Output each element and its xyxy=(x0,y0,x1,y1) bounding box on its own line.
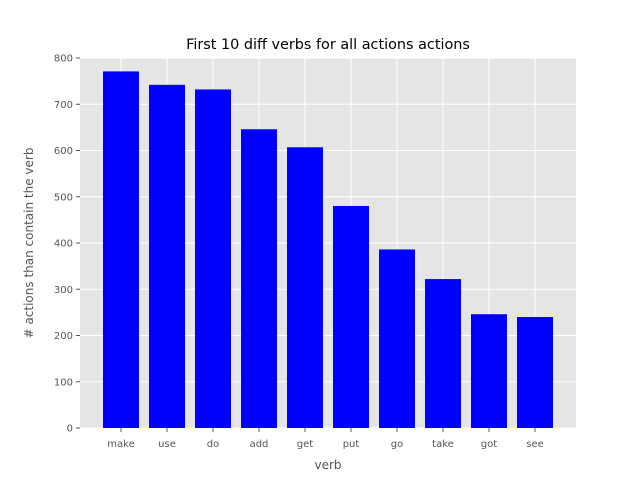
bar-do xyxy=(195,89,231,428)
x-tick-label: use xyxy=(158,439,176,450)
x-tick-label: see xyxy=(526,439,544,450)
bar-add xyxy=(241,129,277,428)
y-tick-label: 800 xyxy=(54,54,73,65)
y-axis-ticks: 0 100 200 300 400 500 600 700 800 xyxy=(54,54,80,435)
x-tick-label: make xyxy=(107,439,134,450)
chart-title: First 10 diff verbs for all actions acti… xyxy=(186,37,470,53)
y-tick-label: 500 xyxy=(54,192,73,203)
y-tick-label: 300 xyxy=(54,285,73,296)
bar-take xyxy=(425,279,461,428)
bar-go xyxy=(379,249,415,428)
bar-use xyxy=(149,84,185,428)
y-axis-label: # actions than contain the verb xyxy=(22,148,36,339)
x-axis-label: verb xyxy=(314,458,341,472)
bars xyxy=(103,71,553,428)
y-tick-label: 400 xyxy=(54,239,73,250)
x-tick-label: go xyxy=(391,439,403,450)
x-tick-label: get xyxy=(297,439,314,450)
x-tick-label: do xyxy=(207,439,219,450)
x-tick-label: take xyxy=(432,439,454,450)
y-tick-label: 700 xyxy=(54,100,73,111)
y-tick-label: 0 xyxy=(67,424,73,435)
bar-get xyxy=(287,147,323,428)
bar-got xyxy=(471,314,507,428)
x-tick-label: got xyxy=(481,439,497,450)
y-tick-label: 100 xyxy=(54,377,73,388)
bar-make xyxy=(103,71,139,428)
bar-put xyxy=(333,206,369,428)
y-tick-label: 600 xyxy=(54,146,73,157)
x-tick-label: add xyxy=(250,439,269,450)
x-axis-ticks: make use do add get put go take got see xyxy=(107,428,544,450)
y-tick-label: 200 xyxy=(54,331,73,342)
bar-see xyxy=(517,317,553,428)
x-tick-label: put xyxy=(343,439,360,450)
